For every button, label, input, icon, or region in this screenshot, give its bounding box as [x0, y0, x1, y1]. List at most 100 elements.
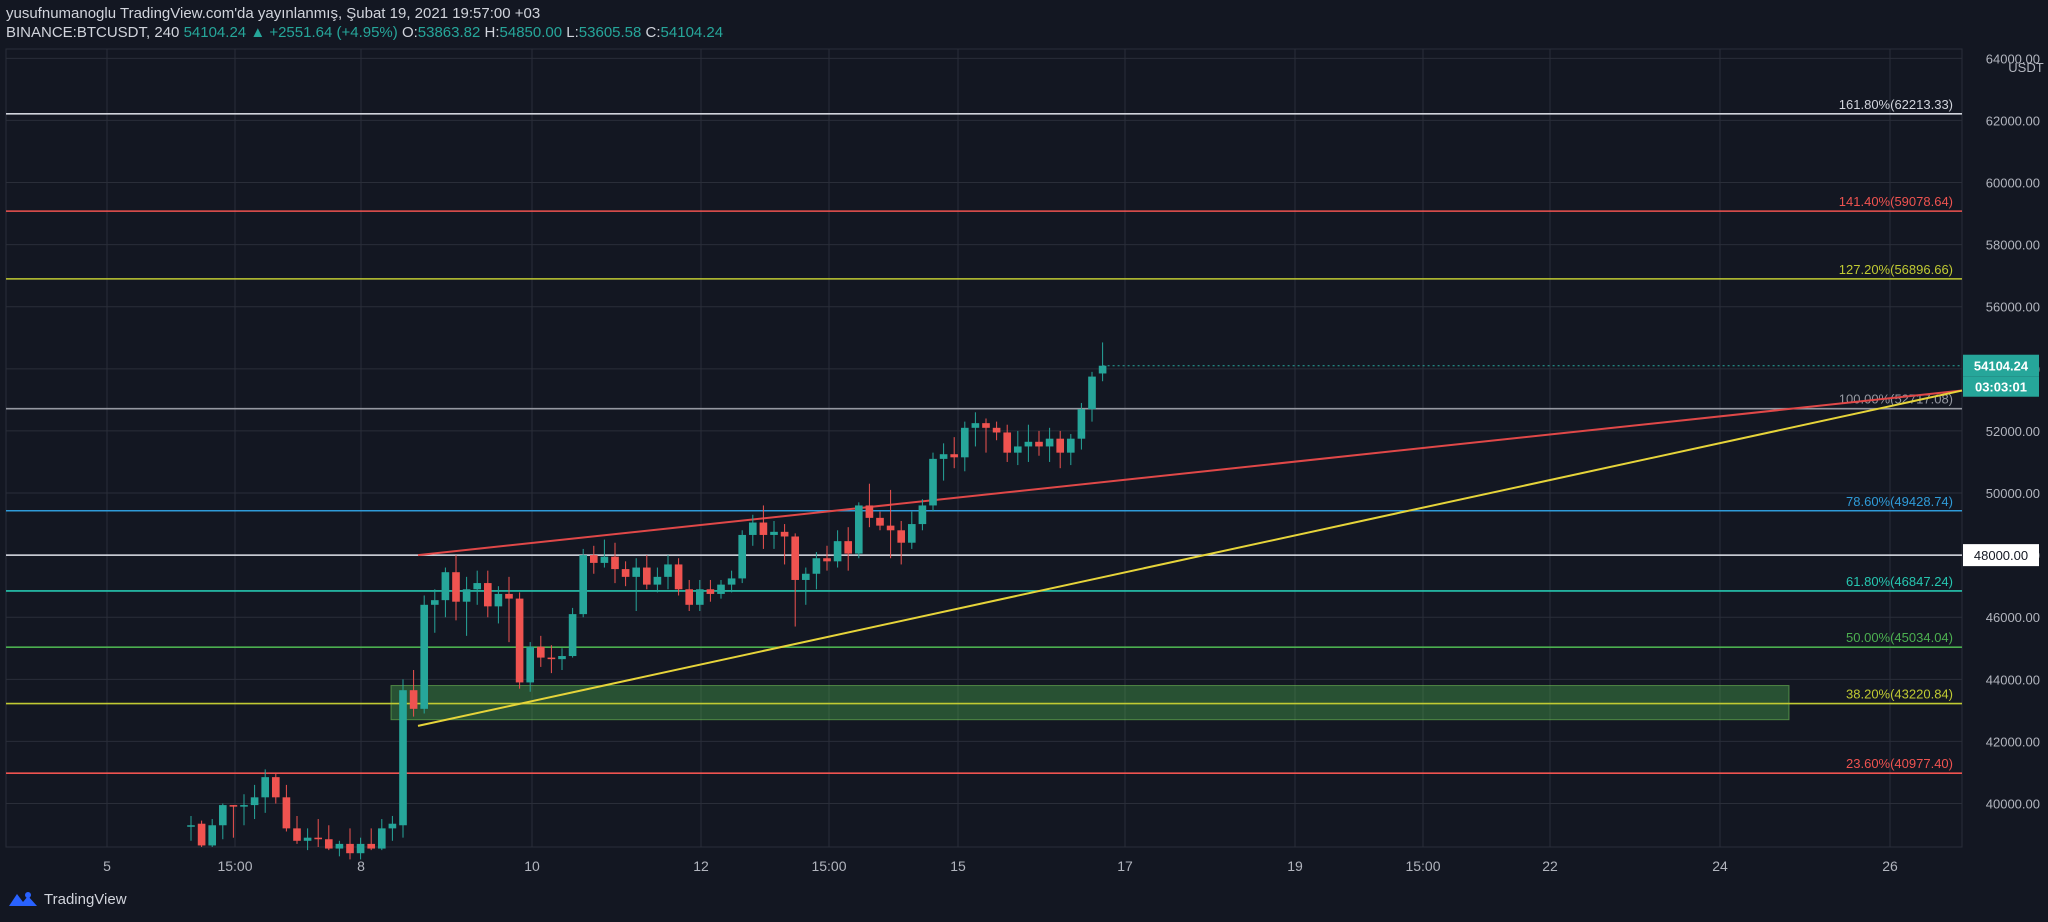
candle-body[interactable] — [929, 458, 937, 506]
candle-body[interactable] — [1056, 438, 1065, 453]
x-tick-label: 22 — [1542, 858, 1558, 874]
candle-body[interactable] — [865, 505, 874, 518]
candle-body[interactable] — [229, 805, 238, 807]
candle-body[interactable] — [568, 614, 577, 657]
candle-body[interactable] — [738, 534, 747, 579]
candle-body[interactable] — [409, 690, 418, 709]
candle-body[interactable] — [611, 556, 619, 570]
candle-body[interactable] — [589, 555, 598, 563]
candle-body[interactable] — [1088, 376, 1096, 410]
candle-body[interactable] — [208, 825, 217, 846]
support-trendline[interactable] — [417, 389, 1963, 727]
candle-body[interactable] — [293, 828, 301, 841]
candle-body[interactable] — [727, 578, 736, 585]
candle-body[interactable] — [494, 593, 503, 607]
candle-body[interactable] — [685, 589, 694, 605]
candle-body[interactable] — [1098, 365, 1107, 374]
candle-body[interactable] — [388, 823, 397, 829]
candle-body[interactable] — [356, 843, 365, 854]
candle-body[interactable] — [770, 531, 778, 535]
candle-body[interactable] — [823, 558, 831, 562]
candle-body[interactable] — [282, 797, 291, 829]
candle-body[interactable] — [801, 573, 810, 580]
candle-body[interactable] — [1045, 438, 1054, 447]
candle-body[interactable] — [971, 423, 980, 428]
tradingview-logo-icon — [9, 892, 37, 906]
candle-body[interactable] — [526, 646, 535, 683]
candle-body[interactable] — [452, 572, 460, 602]
candle-body[interactable] — [844, 541, 853, 554]
candle-body[interactable] — [886, 525, 895, 531]
candle-body[interactable] — [674, 564, 683, 590]
candle-body[interactable] — [812, 558, 821, 574]
candle-body[interactable] — [462, 589, 471, 602]
fib-level-label: 50.00%(45034.04) — [1846, 630, 1953, 645]
candle-body[interactable] — [240, 805, 248, 807]
candle-body[interactable] — [473, 583, 482, 590]
candle-body[interactable] — [960, 427, 969, 458]
candle-body[interactable] — [992, 427, 1001, 433]
candle-body[interactable] — [579, 555, 588, 615]
candle-body[interactable] — [642, 567, 651, 585]
price-chart[interactable]: 40000.00 42000.00 44000.00 46000.00 48000.00… — [0, 0, 2048, 880]
candle-body[interactable] — [1066, 438, 1075, 453]
candle-body[interactable] — [250, 797, 259, 806]
x-tick-label: 15:00 — [811, 858, 846, 874]
candle-body[interactable] — [1013, 446, 1022, 453]
symbol-text[interactable]: BINANCE:BTCUSDT, 240 — [6, 24, 180, 41]
candle-body[interactable] — [621, 569, 630, 577]
candle-body[interactable] — [706, 589, 715, 594]
candle-body[interactable] — [441, 572, 450, 601]
candle-body[interactable] — [335, 843, 344, 849]
candle-body[interactable] — [897, 530, 906, 543]
candle-body[interactable] — [854, 505, 863, 554]
candle-body[interactable] — [653, 576, 662, 585]
candle-body[interactable] — [1035, 441, 1043, 447]
candle-body[interactable] — [939, 454, 948, 459]
candle-body[interactable] — [399, 690, 407, 826]
support-zone-box[interactable] — [390, 685, 1790, 721]
candle-body[interactable] — [780, 531, 789, 537]
candle-body[interactable] — [717, 584, 725, 594]
candle-body[interactable] — [536, 646, 545, 658]
candle-body[interactable] — [759, 522, 768, 535]
candle-body[interactable] — [791, 536, 800, 580]
candle-body[interactable] — [430, 600, 439, 605]
candle-body[interactable] — [547, 657, 556, 660]
candle-body[interactable] — [918, 505, 927, 525]
candle-body[interactable] — [664, 564, 672, 577]
candle-body[interactable] — [367, 843, 376, 849]
candle-body[interactable] — [483, 583, 492, 607]
candle-body[interactable] — [197, 823, 206, 846]
candle-body[interactable] — [695, 589, 704, 605]
candle-body[interactable] — [314, 837, 323, 840]
candle-body[interactable] — [1077, 409, 1086, 439]
candle-body[interactable] — [982, 423, 990, 428]
candle-body[interactable] — [187, 825, 195, 827]
resistance-trendline[interactable] — [417, 389, 1963, 557]
candle-body[interactable] — [1003, 432, 1012, 453]
candle-body[interactable] — [420, 604, 429, 709]
y-tick-label: 64000.00 — [1986, 51, 2040, 66]
candle-body[interactable] — [833, 541, 842, 562]
candle-body[interactable] — [346, 843, 354, 854]
candle-body[interactable] — [218, 805, 227, 826]
candle-body[interactable] — [515, 598, 524, 683]
candle-body[interactable] — [558, 656, 566, 660]
fib-level-label: 161.80%(62213.33) — [1839, 97, 1953, 112]
candle-body[interactable] — [907, 524, 916, 543]
price-level-48000-badge — [1963, 544, 2039, 567]
footer-brand[interactable]: TradingView — [44, 890, 127, 908]
candle-body[interactable] — [600, 556, 609, 563]
candle-body[interactable] — [1024, 441, 1033, 447]
candle-body[interactable] — [261, 777, 270, 798]
candle-body[interactable] — [271, 777, 280, 798]
candle-body[interactable] — [632, 567, 641, 577]
candle-body[interactable] — [876, 517, 884, 526]
candle-body[interactable] — [377, 828, 386, 849]
candle-body[interactable] — [303, 837, 312, 841]
candle-body[interactable] — [324, 839, 333, 849]
candle-body[interactable] — [748, 522, 757, 535]
candle-body[interactable] — [950, 454, 959, 458]
candle-body[interactable] — [505, 593, 513, 599]
